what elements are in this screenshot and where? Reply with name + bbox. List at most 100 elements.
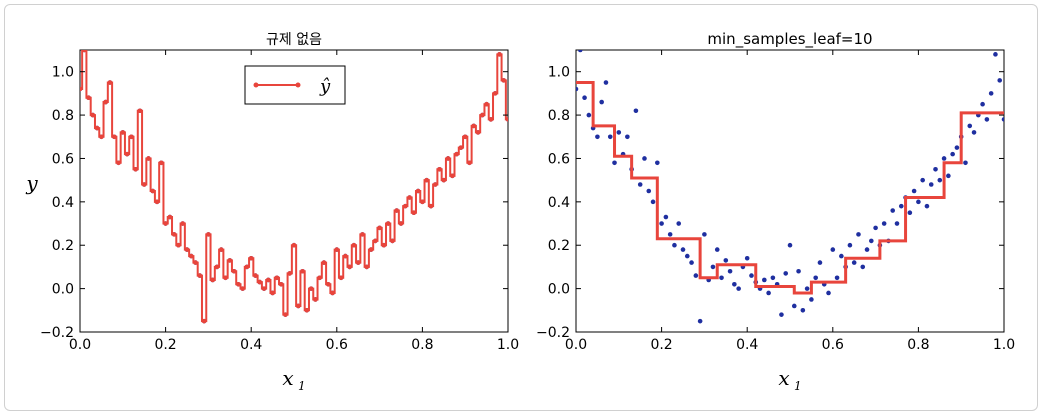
data-point — [997, 78, 1003, 83]
prediction-marker — [437, 167, 442, 172]
prediction-marker — [270, 290, 275, 296]
prediction-marker — [334, 247, 340, 252]
prediction-marker — [385, 221, 391, 226]
data-point — [826, 290, 831, 296]
prediction-marker — [445, 156, 451, 161]
prediction-marker — [300, 268, 305, 274]
data-point — [787, 242, 793, 248]
data-point — [633, 108, 639, 114]
prediction-marker — [150, 188, 156, 194]
data-point — [727, 268, 733, 274]
prediction-marker — [347, 264, 352, 270]
data-point — [920, 177, 925, 183]
data-point — [680, 247, 686, 252]
data-point — [963, 160, 968, 166]
data-point — [697, 318, 703, 324]
x-tick-label: 1.0 — [497, 337, 519, 353]
prediction-marker — [475, 130, 481, 135]
y-axis-label: y — [25, 171, 38, 195]
data-point — [689, 260, 694, 265]
prediction-line — [576, 81, 1004, 295]
prediction-marker — [313, 297, 318, 302]
prediction-marker — [390, 238, 395, 244]
data-point — [625, 134, 630, 140]
y-tick-label: 0.0 — [548, 282, 570, 298]
prediction-marker — [287, 271, 293, 276]
prediction-marker — [257, 279, 263, 285]
prediction-marker — [360, 232, 365, 237]
data-point — [894, 221, 900, 226]
prediction-marker — [146, 156, 151, 161]
data-point — [864, 247, 870, 252]
prediction-marker — [253, 273, 258, 278]
data-point — [839, 253, 844, 259]
prediction-marker — [159, 160, 164, 166]
prediction-marker — [420, 199, 425, 205]
data-point — [655, 160, 660, 166]
data-point — [834, 275, 840, 281]
prediction-marker — [317, 275, 322, 281]
prediction-marker — [86, 95, 91, 101]
legend: ŷ — [244, 65, 346, 105]
subplot-no-regularization: 규제 없음 −0.20.00.20.40.60.81.0 0.0 0.2 0.4 0.… — [25, 32, 519, 393]
x-tick-label: 0.6 — [326, 337, 348, 353]
data-point — [607, 134, 613, 140]
data-point — [612, 160, 617, 166]
data-point — [667, 232, 673, 237]
prediction-marker — [480, 112, 485, 118]
x-tick-label: 0.8 — [411, 337, 433, 353]
y-tick-label: −0.2 — [536, 325, 570, 341]
x-tick-label: 0.0 — [565, 337, 587, 353]
prediction-marker — [197, 273, 203, 278]
prediction-marker — [432, 182, 438, 187]
data-point — [898, 203, 904, 209]
prediction-marker — [80, 86, 83, 92]
data-point — [779, 312, 784, 317]
data-point — [586, 112, 592, 118]
data-point — [924, 203, 930, 209]
prediction-marker — [141, 182, 147, 187]
prediction-marker — [467, 160, 472, 166]
data-point — [595, 134, 600, 140]
data-point — [672, 242, 677, 248]
prediction-marker — [188, 253, 194, 259]
data-point — [946, 173, 951, 179]
subplot-title: min_samples_leaf=10 — [707, 30, 872, 49]
data-point — [766, 290, 771, 296]
prediction-marker — [81, 50, 87, 53]
prediction-marker — [248, 255, 254, 261]
data-point — [693, 273, 699, 278]
data-point — [869, 238, 874, 244]
data-point — [796, 268, 801, 274]
data-point — [971, 130, 977, 135]
prediction-marker — [129, 134, 134, 140]
data-point — [791, 303, 797, 309]
data-point — [804, 286, 810, 291]
data-point — [582, 95, 587, 101]
data-point — [800, 308, 806, 313]
prediction-marker — [244, 264, 250, 270]
data-point — [813, 275, 818, 281]
y-tick-labels: −0.2 0.0 0.2 0.4 0.6 0.8 1.0 — [536, 65, 1004, 341]
x-axis-label: x — [778, 366, 789, 390]
prediction-marker — [103, 99, 108, 105]
prediction-marker — [227, 258, 233, 263]
prediction-marker — [381, 242, 387, 248]
prediction-marker — [338, 275, 344, 281]
legend-label: ŷ — [319, 76, 331, 97]
prediction-marker — [377, 225, 382, 231]
subplot-title: 규제 없음 — [266, 32, 322, 48]
data-point — [603, 80, 609, 85]
data-point — [663, 214, 669, 220]
prediction-marker — [488, 117, 494, 122]
prediction-marker — [261, 286, 267, 291]
data-points — [576, 50, 1004, 324]
prediction-marker — [471, 123, 477, 129]
data-point — [684, 253, 690, 259]
prediction-marker — [325, 281, 331, 287]
prediction-step-line — [80, 50, 508, 324]
prediction-marker — [398, 221, 404, 226]
prediction-marker — [163, 221, 168, 226]
data-point — [676, 221, 682, 226]
x-tick-label: 1.0 — [993, 337, 1015, 353]
